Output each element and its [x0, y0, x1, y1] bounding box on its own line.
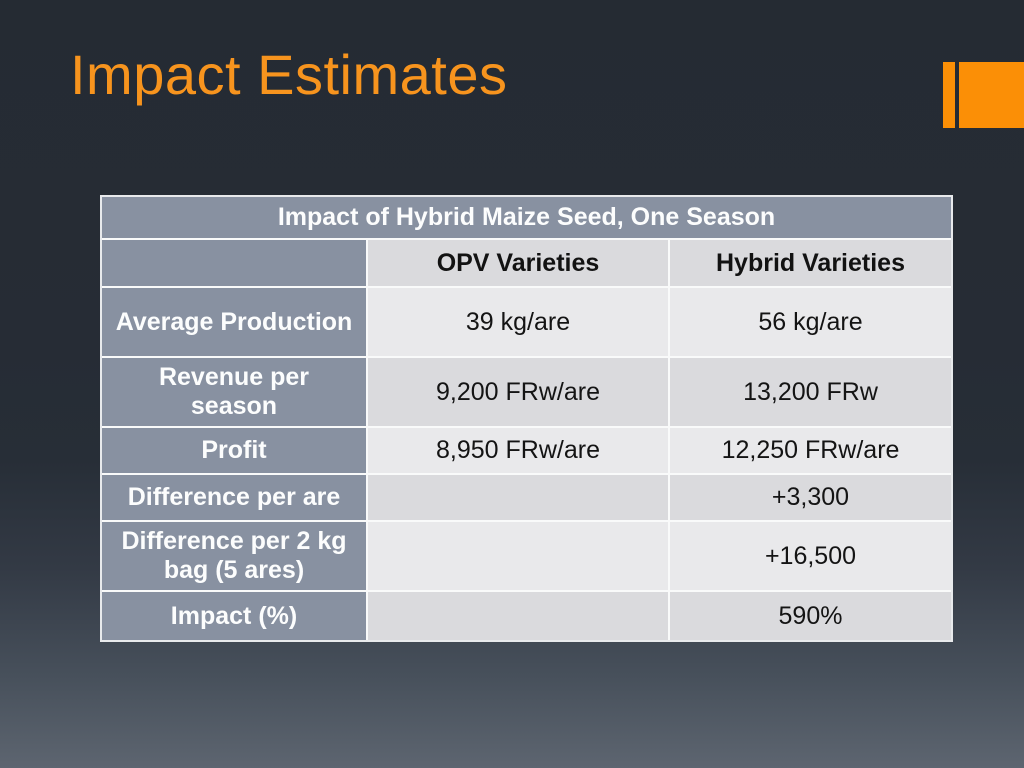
cell-hybrid-difference-per-are: +3,300	[670, 475, 951, 520]
row-label-difference-per-are: Difference per are	[102, 475, 366, 520]
cell-opv-profit: 8,950 FRw/are	[368, 428, 668, 473]
column-header-opv: OPV Varieties	[368, 240, 668, 286]
row-label-impact-percent: Impact (%)	[102, 592, 366, 640]
slide-title: Impact Estimates	[70, 43, 508, 106]
impact-table: Impact of Hybrid Maize Seed, One Season …	[100, 195, 953, 642]
accent-bar-wide	[959, 62, 1024, 128]
cell-hybrid-revenue-per-season: 13,200 FRw	[670, 358, 951, 426]
cell-opv-impact-percent	[368, 592, 668, 640]
row-label-revenue-per-season: Revenue per season	[102, 358, 366, 426]
cell-hybrid-average-production: 56 kg/are	[670, 288, 951, 356]
cell-hybrid-impact-percent: 590%	[670, 592, 951, 640]
table-title: Impact of Hybrid Maize Seed, One Season	[102, 197, 951, 238]
cell-hybrid-difference-per-bag: +16,500	[670, 522, 951, 590]
row-label-average-production: Average Production	[102, 288, 366, 356]
row-label-difference-per-bag: Difference per 2 kg bag (5 ares)	[102, 522, 366, 590]
accent-bar-thin	[943, 62, 955, 128]
cell-opv-average-production: 39 kg/are	[368, 288, 668, 356]
cell-hybrid-profit: 12,250 FRw/are	[670, 428, 951, 473]
row-label-profit: Profit	[102, 428, 366, 473]
cell-opv-difference-per-bag	[368, 522, 668, 590]
column-header-hybrid: Hybrid Varieties	[670, 240, 951, 286]
cell-opv-revenue-per-season: 9,200 FRw/are	[368, 358, 668, 426]
cell-opv-difference-per-are	[368, 475, 668, 520]
corner-cell	[102, 240, 366, 286]
